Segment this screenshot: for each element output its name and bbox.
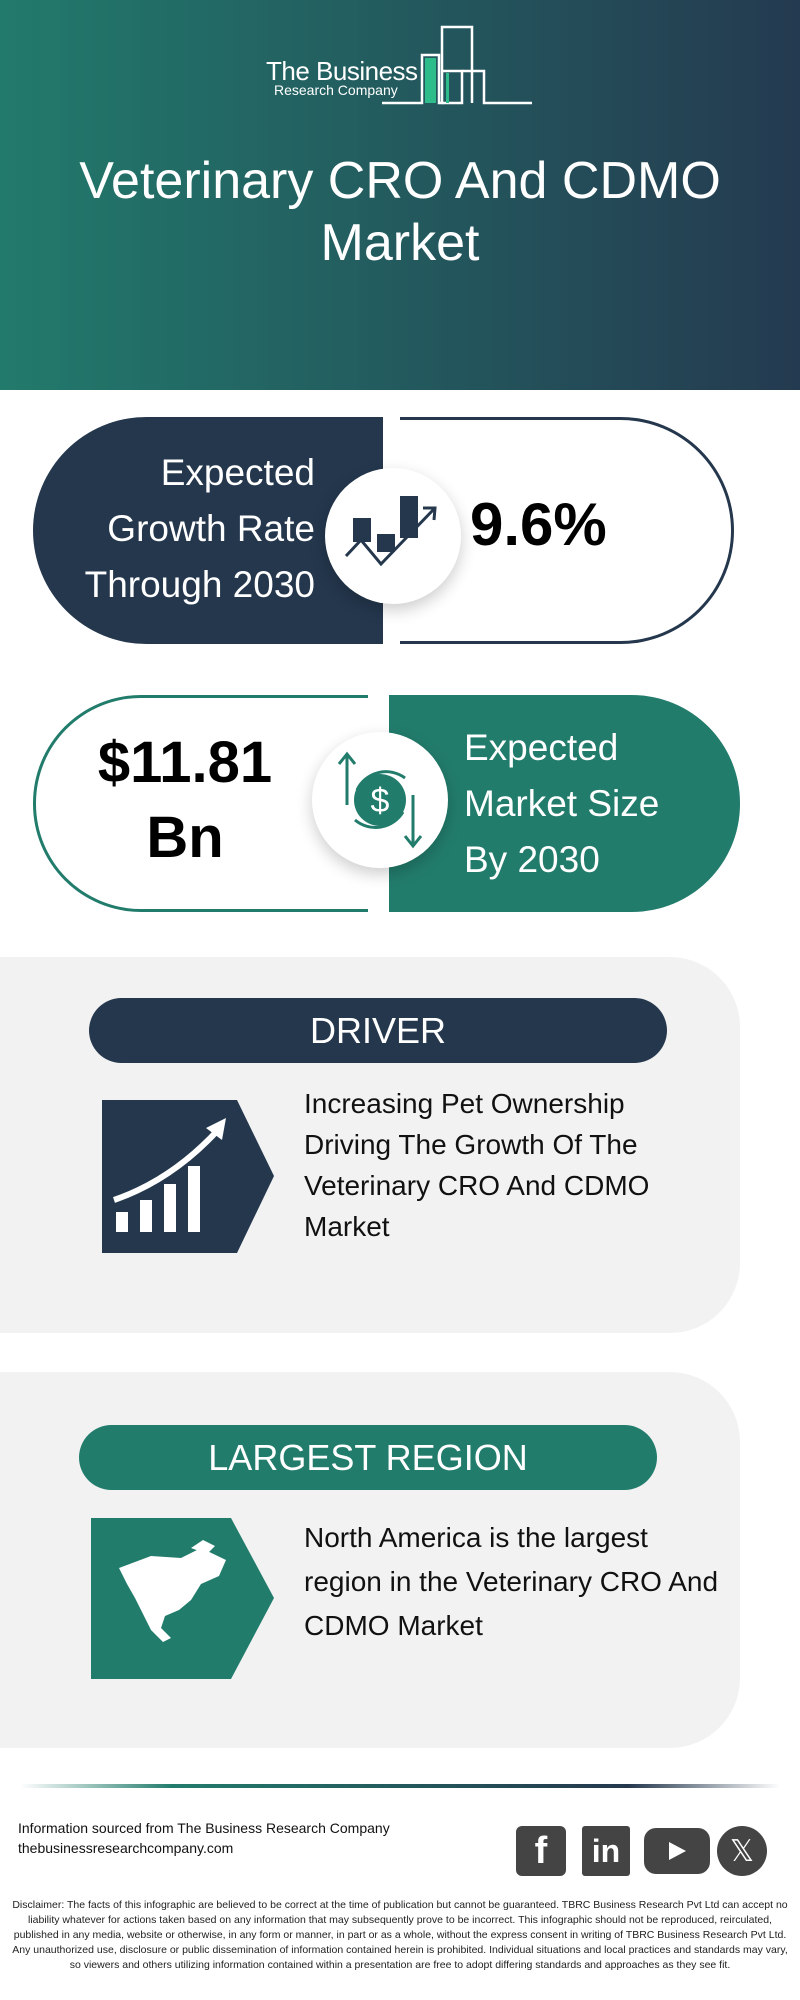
region-text: North America is the largest region in t… — [304, 1522, 719, 1641]
logo-subtext: Research Company — [274, 82, 398, 98]
region-heading: LARGEST REGION — [79, 1425, 657, 1490]
growth-label: Expected Growth Rate Through 2030 — [84, 452, 315, 605]
growth-label-panel — [33, 417, 383, 644]
x-icon[interactable]: 𝕏 — [717, 1826, 767, 1876]
facebook-icon[interactable]: f — [516, 1826, 566, 1876]
logo-buildings-icon — [382, 25, 532, 105]
website-link[interactable]: thebusinessresearchcompany.com — [18, 1840, 234, 1856]
footer-divider — [20, 1784, 780, 1788]
dollar-exchange-icon: $ — [337, 751, 423, 849]
svg-text:$: $ — [371, 782, 390, 820]
growth-chart-icon — [344, 496, 437, 567]
page-title: Veterinary CRO And CDMO Market — [79, 152, 721, 272]
market-icon-circle: $ — [312, 732, 448, 868]
growth-icon-circle — [325, 468, 461, 604]
linkedin-icon[interactable]: in — [582, 1826, 630, 1876]
growth-value-panel — [400, 417, 734, 644]
disclaimer: Disclaimer: The facts of this infographi… — [12, 1899, 788, 1971]
north-america-map-icon — [91, 1518, 274, 1679]
source-text: Information sourced from The Business Re… — [18, 1820, 390, 1836]
market-size-value: $11.81 Bn — [97, 730, 273, 870]
market-size-label: Expected Market Size By 2030 — [464, 727, 660, 880]
driver-heading: DRIVER — [89, 998, 667, 1063]
header-banner: The Business Research Company Veterinary… — [0, 0, 800, 390]
growth-value: 9.6% — [470, 491, 607, 558]
logo-text: The Business — [266, 56, 418, 86]
rising-bar-chart-icon — [102, 1100, 274, 1253]
market-value-panel — [33, 695, 368, 912]
youtube-icon[interactable] — [644, 1828, 710, 1874]
driver-text: Increasing Pet Ownership Driving The Gro… — [304, 1088, 650, 1242]
